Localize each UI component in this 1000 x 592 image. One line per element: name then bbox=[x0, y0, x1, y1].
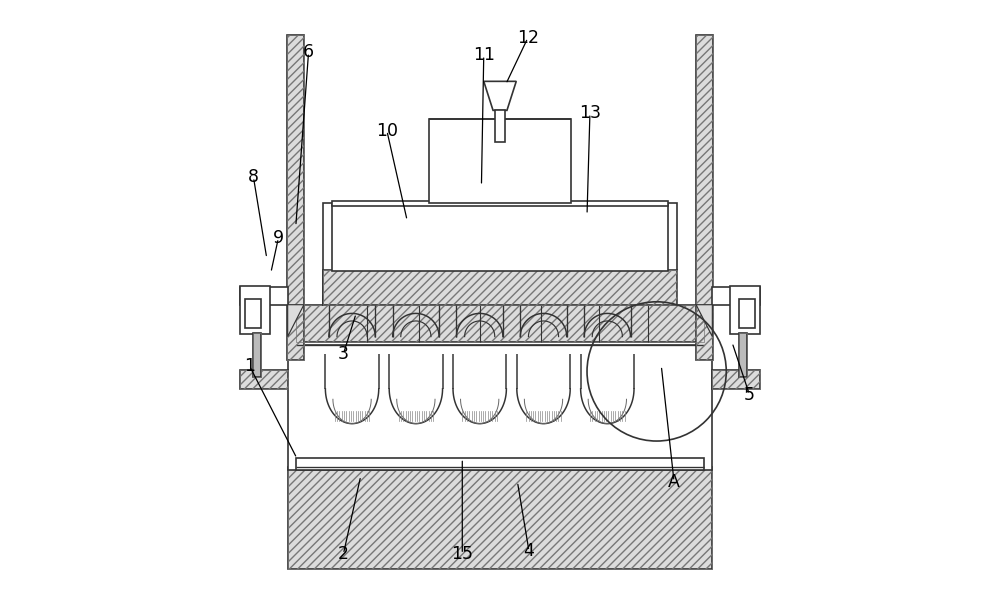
Bar bbox=[739, 333, 747, 377]
Text: 15: 15 bbox=[451, 545, 473, 563]
Text: 5: 5 bbox=[744, 385, 755, 404]
Bar bbox=[245, 299, 261, 328]
Bar bbox=[696, 35, 713, 360]
Bar bbox=[323, 203, 677, 305]
Text: 6: 6 bbox=[303, 43, 314, 62]
Text: A: A bbox=[668, 472, 680, 491]
Bar bbox=[240, 370, 288, 389]
Text: 11: 11 bbox=[473, 46, 495, 65]
Bar bbox=[253, 333, 261, 377]
Bar bbox=[323, 296, 677, 305]
Text: 1: 1 bbox=[244, 356, 255, 375]
Bar bbox=[712, 370, 760, 389]
Polygon shape bbox=[696, 305, 712, 337]
Text: 10: 10 bbox=[376, 121, 398, 140]
Bar bbox=[288, 467, 712, 569]
Bar bbox=[730, 286, 760, 334]
Polygon shape bbox=[288, 305, 304, 337]
Text: 13: 13 bbox=[579, 104, 601, 123]
Bar bbox=[287, 35, 304, 360]
Text: 2: 2 bbox=[338, 545, 349, 563]
Text: 3: 3 bbox=[338, 345, 349, 363]
Bar bbox=[323, 270, 677, 305]
Text: 8: 8 bbox=[248, 168, 259, 186]
Bar bbox=[696, 35, 713, 360]
Bar bbox=[296, 305, 704, 342]
Bar bbox=[288, 339, 712, 470]
Text: 9: 9 bbox=[273, 229, 284, 247]
Bar bbox=[495, 110, 505, 142]
Polygon shape bbox=[484, 81, 516, 110]
Bar bbox=[240, 286, 270, 334]
Text: 4: 4 bbox=[524, 542, 534, 560]
Bar bbox=[296, 305, 704, 342]
Bar bbox=[712, 370, 760, 389]
Bar bbox=[296, 458, 704, 470]
Bar bbox=[739, 333, 747, 377]
Bar bbox=[288, 467, 712, 569]
Bar bbox=[240, 370, 288, 389]
Bar bbox=[739, 299, 755, 328]
Bar bbox=[323, 270, 677, 305]
Bar bbox=[712, 287, 760, 305]
Bar bbox=[332, 201, 668, 206]
Text: 12: 12 bbox=[517, 29, 539, 47]
Bar bbox=[287, 35, 304, 360]
Bar bbox=[429, 119, 571, 203]
Bar bbox=[240, 287, 288, 305]
Bar bbox=[332, 204, 668, 271]
Bar bbox=[288, 339, 712, 345]
Bar bbox=[253, 333, 261, 377]
